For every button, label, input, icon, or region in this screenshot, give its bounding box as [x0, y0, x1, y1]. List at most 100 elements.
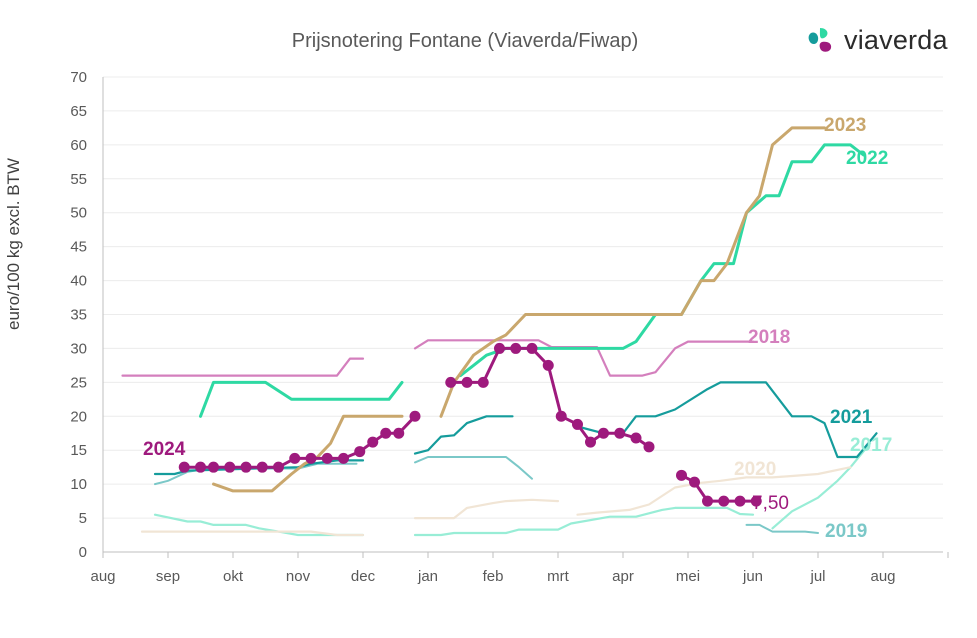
y-tick-label: 50 — [70, 205, 87, 222]
series-label-7,50: 7,50 — [752, 493, 789, 514]
data-point — [734, 495, 746, 507]
data-point — [643, 441, 655, 453]
x-axis: aug sep okt nov dec jan feb mrt apr mei jun jul aug — [90, 77, 949, 585]
y-tick-label: 60 — [70, 137, 87, 154]
data-point — [689, 476, 700, 488]
data-point — [598, 427, 609, 439]
series-line-2022 — [199, 380, 404, 418]
series-lines — [121, 126, 878, 537]
data-point — [305, 452, 317, 464]
y-tick-label: 35 — [70, 307, 87, 324]
data-point — [380, 427, 392, 439]
data-point — [393, 427, 405, 439]
series-labels: 2023 2022 2018 2021 2017 2024 2020 7,50 2019 — [143, 115, 892, 542]
series-line-2017 — [413, 506, 755, 537]
viaverda-logo: viaverda — [806, 22, 948, 58]
series-line-2023 — [212, 414, 404, 493]
x-tick-label: feb — [483, 568, 504, 585]
y-tick-label: 20 — [70, 408, 87, 425]
series-line-2019 — [414, 456, 533, 480]
data-point — [409, 410, 421, 422]
x-tick-label: jun — [742, 568, 763, 585]
data-point — [718, 495, 730, 507]
series-label-2021: 2021 — [830, 407, 873, 428]
series-label-2019: 2019 — [825, 521, 867, 542]
data-point — [354, 446, 366, 458]
series-label-2024: 2024 — [143, 439, 186, 460]
x-tick-label: aug — [90, 568, 115, 585]
data-point — [585, 436, 596, 448]
y-tick-label: 45 — [70, 239, 87, 256]
series-2018 — [121, 339, 755, 377]
logo-mark-icon — [808, 28, 832, 52]
series-line-2021 — [413, 415, 514, 455]
gridlines — [103, 76, 943, 519]
series-line-2020 — [413, 498, 560, 520]
data-point — [367, 436, 379, 448]
data-point — [178, 461, 190, 473]
data-point — [676, 469, 687, 481]
data-point — [494, 342, 505, 354]
x-tick-label: jul — [809, 568, 825, 585]
data-point — [224, 461, 236, 473]
y-axis-ticks: 0 5 10 15 20 25 30 35 40 45 50 55 60 65 70 — [70, 69, 87, 561]
series-line-2018 — [121, 357, 365, 377]
data-point — [542, 359, 554, 371]
data-point — [321, 452, 333, 464]
data-point — [510, 342, 522, 354]
series-line-2018 — [413, 339, 755, 377]
data-point — [273, 461, 284, 473]
data-point — [614, 427, 626, 439]
data-point — [461, 376, 473, 388]
series-label-2023: 2023 — [824, 115, 866, 136]
y-tick-label: 15 — [70, 442, 87, 459]
data-point — [240, 461, 252, 473]
x-tick-label: aug — [870, 568, 895, 585]
data-point — [630, 432, 642, 444]
data-point — [445, 376, 457, 388]
chart-title: Prijsnotering Fontane (Viaverda/Fiwap) — [291, 30, 639, 52]
series-line-2017 — [153, 513, 365, 537]
data-point — [195, 461, 206, 473]
series-2023 — [212, 126, 826, 493]
x-tick-label: mrt — [547, 568, 569, 585]
series-2020 — [140, 466, 852, 537]
data-point — [526, 342, 538, 354]
data-point — [256, 461, 268, 473]
y-tick-label: 70 — [70, 69, 87, 86]
x-tick-label: mei — [676, 568, 700, 585]
x-tick-label: jan — [417, 568, 438, 585]
data-point — [572, 418, 583, 430]
x-tick-label: dec — [351, 568, 376, 585]
y-tick-label: 5 — [79, 510, 87, 527]
x-tick-label: okt — [223, 568, 244, 585]
series-line-2017 — [771, 442, 872, 530]
series-2024 — [178, 342, 762, 507]
x-tick-label: nov — [286, 568, 311, 585]
series-label-2020: 2020 — [734, 459, 776, 480]
data-point — [702, 495, 713, 507]
series-line-2019 — [745, 523, 819, 534]
y-tick-label: 10 — [70, 476, 87, 493]
y-tick-label: 40 — [70, 273, 87, 290]
y-tick-label: 55 — [70, 171, 87, 188]
x-tick-label: apr — [612, 568, 634, 585]
y-tick-label: 65 — [70, 103, 87, 120]
series-line-2020 — [140, 530, 365, 537]
y-tick-label: 0 — [79, 544, 87, 561]
data-point — [289, 452, 301, 464]
data-point — [555, 410, 567, 422]
series-line-2023 — [439, 126, 826, 418]
series-line-2020 — [576, 466, 852, 516]
data-point — [750, 495, 762, 507]
series-2017 — [153, 442, 872, 537]
data-point — [338, 452, 349, 464]
y-tick-label: 30 — [70, 340, 87, 357]
data-point — [208, 461, 219, 473]
series-label-2017: 2017 — [850, 435, 892, 456]
x-tick-label: sep — [156, 568, 180, 585]
series-line-2021 — [576, 381, 878, 459]
data-point — [477, 376, 489, 388]
series-line-2024 — [182, 414, 417, 469]
